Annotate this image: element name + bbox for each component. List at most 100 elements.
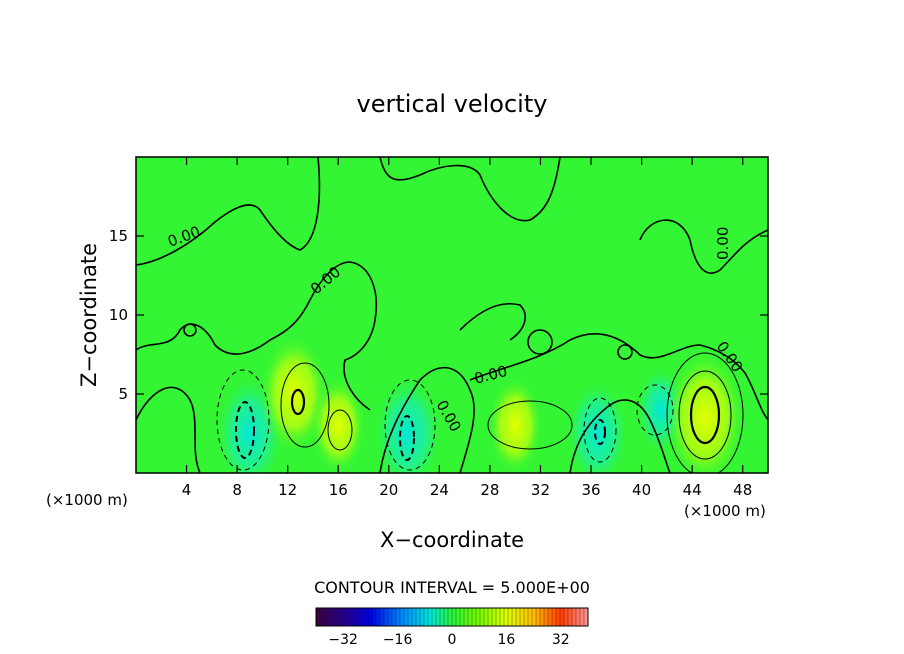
contour-line <box>636 384 674 436</box>
colorbar-cell <box>499 607 505 627</box>
colorbar-cell <box>407 607 413 627</box>
zero-contour-line <box>459 303 526 341</box>
field-feature <box>487 376 543 473</box>
y-tick-label: 10 <box>109 306 128 324</box>
colorbar-cell <box>351 607 357 627</box>
contour-line <box>689 385 721 445</box>
colorbar-cell <box>507 607 513 627</box>
colorbar-cell <box>319 607 325 627</box>
contour-line <box>678 370 732 460</box>
colorbar-cell <box>387 607 393 627</box>
y-axis: 5 10 15 <box>109 227 768 403</box>
colorbar-cell <box>555 607 561 627</box>
positive-contours <box>280 352 744 473</box>
plot-area: 0.00 0.00 0.00 0.00 0.00 0.00 <box>135 156 769 474</box>
colorbar-cell <box>519 607 525 627</box>
field-feature <box>565 378 630 473</box>
x-tick-label: 24 <box>430 481 449 499</box>
colorbar-cell <box>431 607 437 627</box>
contour-line <box>290 388 306 416</box>
colorbar-cell <box>363 607 369 627</box>
colorbar-cell <box>447 607 453 627</box>
colorbar-cell <box>475 607 481 627</box>
colorbar-cell <box>419 607 425 627</box>
colorbar-cell <box>539 607 545 627</box>
colorbar-cell <box>423 607 429 627</box>
colorbar-tick-label: 0 <box>448 632 457 648</box>
colorbar-cell <box>467 607 473 627</box>
x-tick-label: 36 <box>581 481 600 499</box>
colorbar-cell <box>515 607 521 627</box>
zero-contour-line <box>379 157 561 222</box>
x-tick-label: 48 <box>733 481 752 499</box>
colorbar-cell <box>531 607 537 627</box>
colorbar-cell <box>495 607 501 627</box>
contour-line <box>235 401 255 459</box>
colorbar-cell <box>343 607 349 627</box>
colorbar-cell <box>399 607 405 627</box>
contour-interval-text: CONTOUR INTERVAL = 5.000E+00 <box>314 578 590 597</box>
colorbar-cell <box>527 607 533 627</box>
y-axis-label: Z−coordinate <box>77 243 101 387</box>
colorbar-cell <box>375 607 381 627</box>
colorbar-cell <box>435 607 441 627</box>
colorbar-cell <box>535 607 541 627</box>
x-tick-label: 40 <box>632 481 651 499</box>
colorbar-cell <box>479 607 485 627</box>
zero-contour-line <box>527 329 553 355</box>
colorbar-cell <box>463 607 469 627</box>
contour-label: 0.00 <box>714 227 732 260</box>
colorbar-cell <box>355 607 361 627</box>
colorbar-tick-label: 16 <box>497 632 515 648</box>
colorbar-cell <box>563 607 569 627</box>
contour-line <box>384 379 436 471</box>
colorbar-cell <box>335 607 341 627</box>
colorbar-cell <box>575 607 581 627</box>
contour-line <box>594 419 606 445</box>
colorbar-tick-label: −16 <box>383 632 413 648</box>
field-feature <box>373 374 443 473</box>
zero-contour-line <box>136 157 321 266</box>
contour-line <box>399 415 415 461</box>
colorbar-cell <box>323 607 329 627</box>
colorbar-cell <box>459 607 465 627</box>
colorbar-cell <box>559 607 565 627</box>
contour-line <box>583 397 617 463</box>
zero-contours <box>136 157 768 473</box>
colorbar-cell <box>511 607 517 627</box>
colorbar-cell <box>395 607 401 627</box>
x-tick-label: 44 <box>683 481 702 499</box>
x-tick-label: 28 <box>480 481 499 499</box>
contour-line <box>280 362 330 448</box>
strong-contours <box>290 385 721 445</box>
colorbar-tick-label: −32 <box>328 632 358 648</box>
colorbar <box>315 607 589 627</box>
x-tick-label: 32 <box>531 481 550 499</box>
colorbar-cell <box>315 607 321 627</box>
chart-title: vertical velocity <box>357 90 548 118</box>
y-tick-label: 15 <box>109 227 128 245</box>
colorbar-cell <box>543 607 549 627</box>
x-tick-label: 4 <box>182 481 192 499</box>
colorbar-cell <box>411 607 417 627</box>
field-feature <box>310 376 366 473</box>
colorbar-cell <box>547 607 553 627</box>
colorbar-cell <box>383 607 389 627</box>
colorbar-cell <box>415 607 421 627</box>
colorbar-cell <box>443 607 449 627</box>
colorbar-cell <box>379 607 385 627</box>
contour-line <box>487 400 573 450</box>
x-tick-label: 12 <box>278 481 297 499</box>
colorbar-cell <box>483 607 489 627</box>
colorbar-cell <box>523 607 529 627</box>
colorbar-cell <box>579 607 585 627</box>
colorbar-cell <box>359 607 365 627</box>
colorbar-cell <box>571 607 577 627</box>
colorbar-cell <box>551 607 557 627</box>
zero-contour-line <box>569 399 671 473</box>
colorbar-tick-label: 32 <box>552 632 570 648</box>
colorbar-cell <box>331 607 337 627</box>
colorbar-cell <box>403 607 409 627</box>
colorbar-cell <box>491 607 497 627</box>
